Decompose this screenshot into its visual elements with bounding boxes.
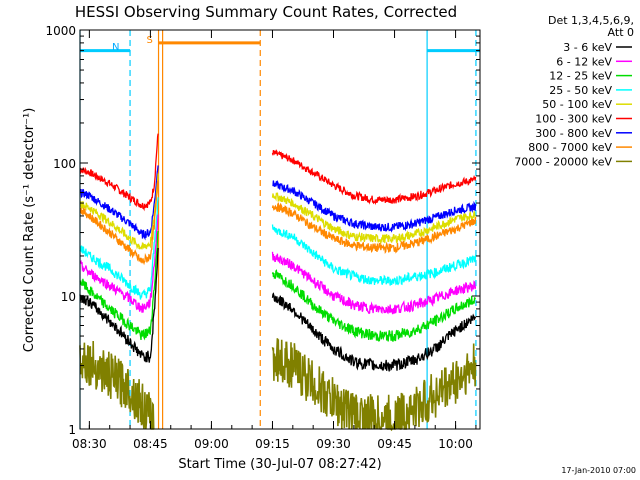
series-line-6-12keV-seg1 — [79, 214, 159, 313]
series-line-800-7000keV-seg1 — [79, 180, 159, 266]
series-line-12-25keV-seg2 — [271, 269, 477, 342]
series-line-7000-20000keV-seg1 — [79, 340, 155, 430]
legend-label-9: 7000 - 20000 keV — [514, 155, 612, 168]
timestamp: 17-Jan-2010 07:00 — [561, 466, 636, 475]
series-line-3-6keV-seg1 — [79, 247, 159, 363]
x-tick-label-3: 09:00 — [194, 437, 229, 451]
series-line-50-100keV-seg2 — [271, 192, 476, 245]
x-tick-label-6: 09:45 — [377, 437, 412, 451]
series-line-25-50keV-seg1 — [79, 197, 159, 300]
legend-header-1: Det 1,3,4,5,6,9, — [548, 14, 634, 27]
series-line-300-800keV-seg1 — [79, 165, 159, 241]
series-line-100-300keV-seg1 — [79, 133, 159, 212]
annotation-s: S — [147, 35, 153, 46]
legend-label-5: 50 - 100 keV — [542, 98, 612, 111]
series-line-800-7000keV-seg2 — [271, 202, 477, 255]
legend-label-6: 100 - 300 keV — [535, 113, 612, 126]
series-line-50-100keV-seg1 — [79, 173, 159, 250]
legend-label-2: 6 - 12 keV — [556, 55, 612, 68]
series-line-3-6keV-seg2 — [271, 292, 477, 372]
x-tick-label-7: 10:00 — [438, 437, 473, 451]
plot-area: NS — [79, 30, 480, 432]
legend-label-8: 800 - 7000 keV — [528, 141, 612, 154]
chart-title: HESSI Observing Summary Count Rates, Cor… — [75, 3, 457, 21]
legend-label-7: 300 - 800 keV — [535, 127, 612, 140]
y-axis: 1 10 100 1000 — [45, 24, 480, 437]
y-axis-label: Corrected Count Rate (s⁻¹ detector⁻¹) — [22, 108, 37, 353]
x-tick-label-4: 09:15 — [255, 437, 290, 451]
series-line-6-12keV-seg2 — [271, 251, 477, 315]
legend-label-1: 3 - 6 keV — [563, 41, 612, 54]
x-tick-label-1: 08:30 — [72, 437, 107, 451]
x-axis-label: Start Time (30-Jul-07 08:27:42) — [178, 457, 381, 472]
series-line-300-800keV-seg2 — [272, 179, 477, 233]
x-tick-label-5: 09:30 — [316, 437, 351, 451]
legend-label-4: 25 - 50 keV — [549, 84, 612, 97]
plot-frame — [79, 29, 481, 430]
y-tick-label-2: 10 — [61, 290, 76, 304]
legend-header-2: Att 0 — [608, 26, 634, 39]
series-line-7000-20000keV-seg2 — [271, 338, 477, 432]
series-line-25-50keV-seg2 — [271, 224, 477, 286]
annotation-n: N — [112, 42, 119, 53]
series-line-100-300keV-seg2 — [271, 149, 477, 206]
x-tick-label-2: 08:45 — [133, 437, 168, 451]
y-tick-label-1: 1 — [68, 423, 76, 437]
y-tick-label-4: 1000 — [45, 24, 76, 38]
x-axis: 08:30 08:45 09:00 09:15 09:30 09:45 10:00 — [72, 30, 477, 451]
y-tick-label-3: 100 — [53, 157, 76, 171]
legend-label-3: 12 - 25 keV — [549, 70, 612, 83]
series-line-12-25keV-seg1 — [79, 230, 159, 341]
